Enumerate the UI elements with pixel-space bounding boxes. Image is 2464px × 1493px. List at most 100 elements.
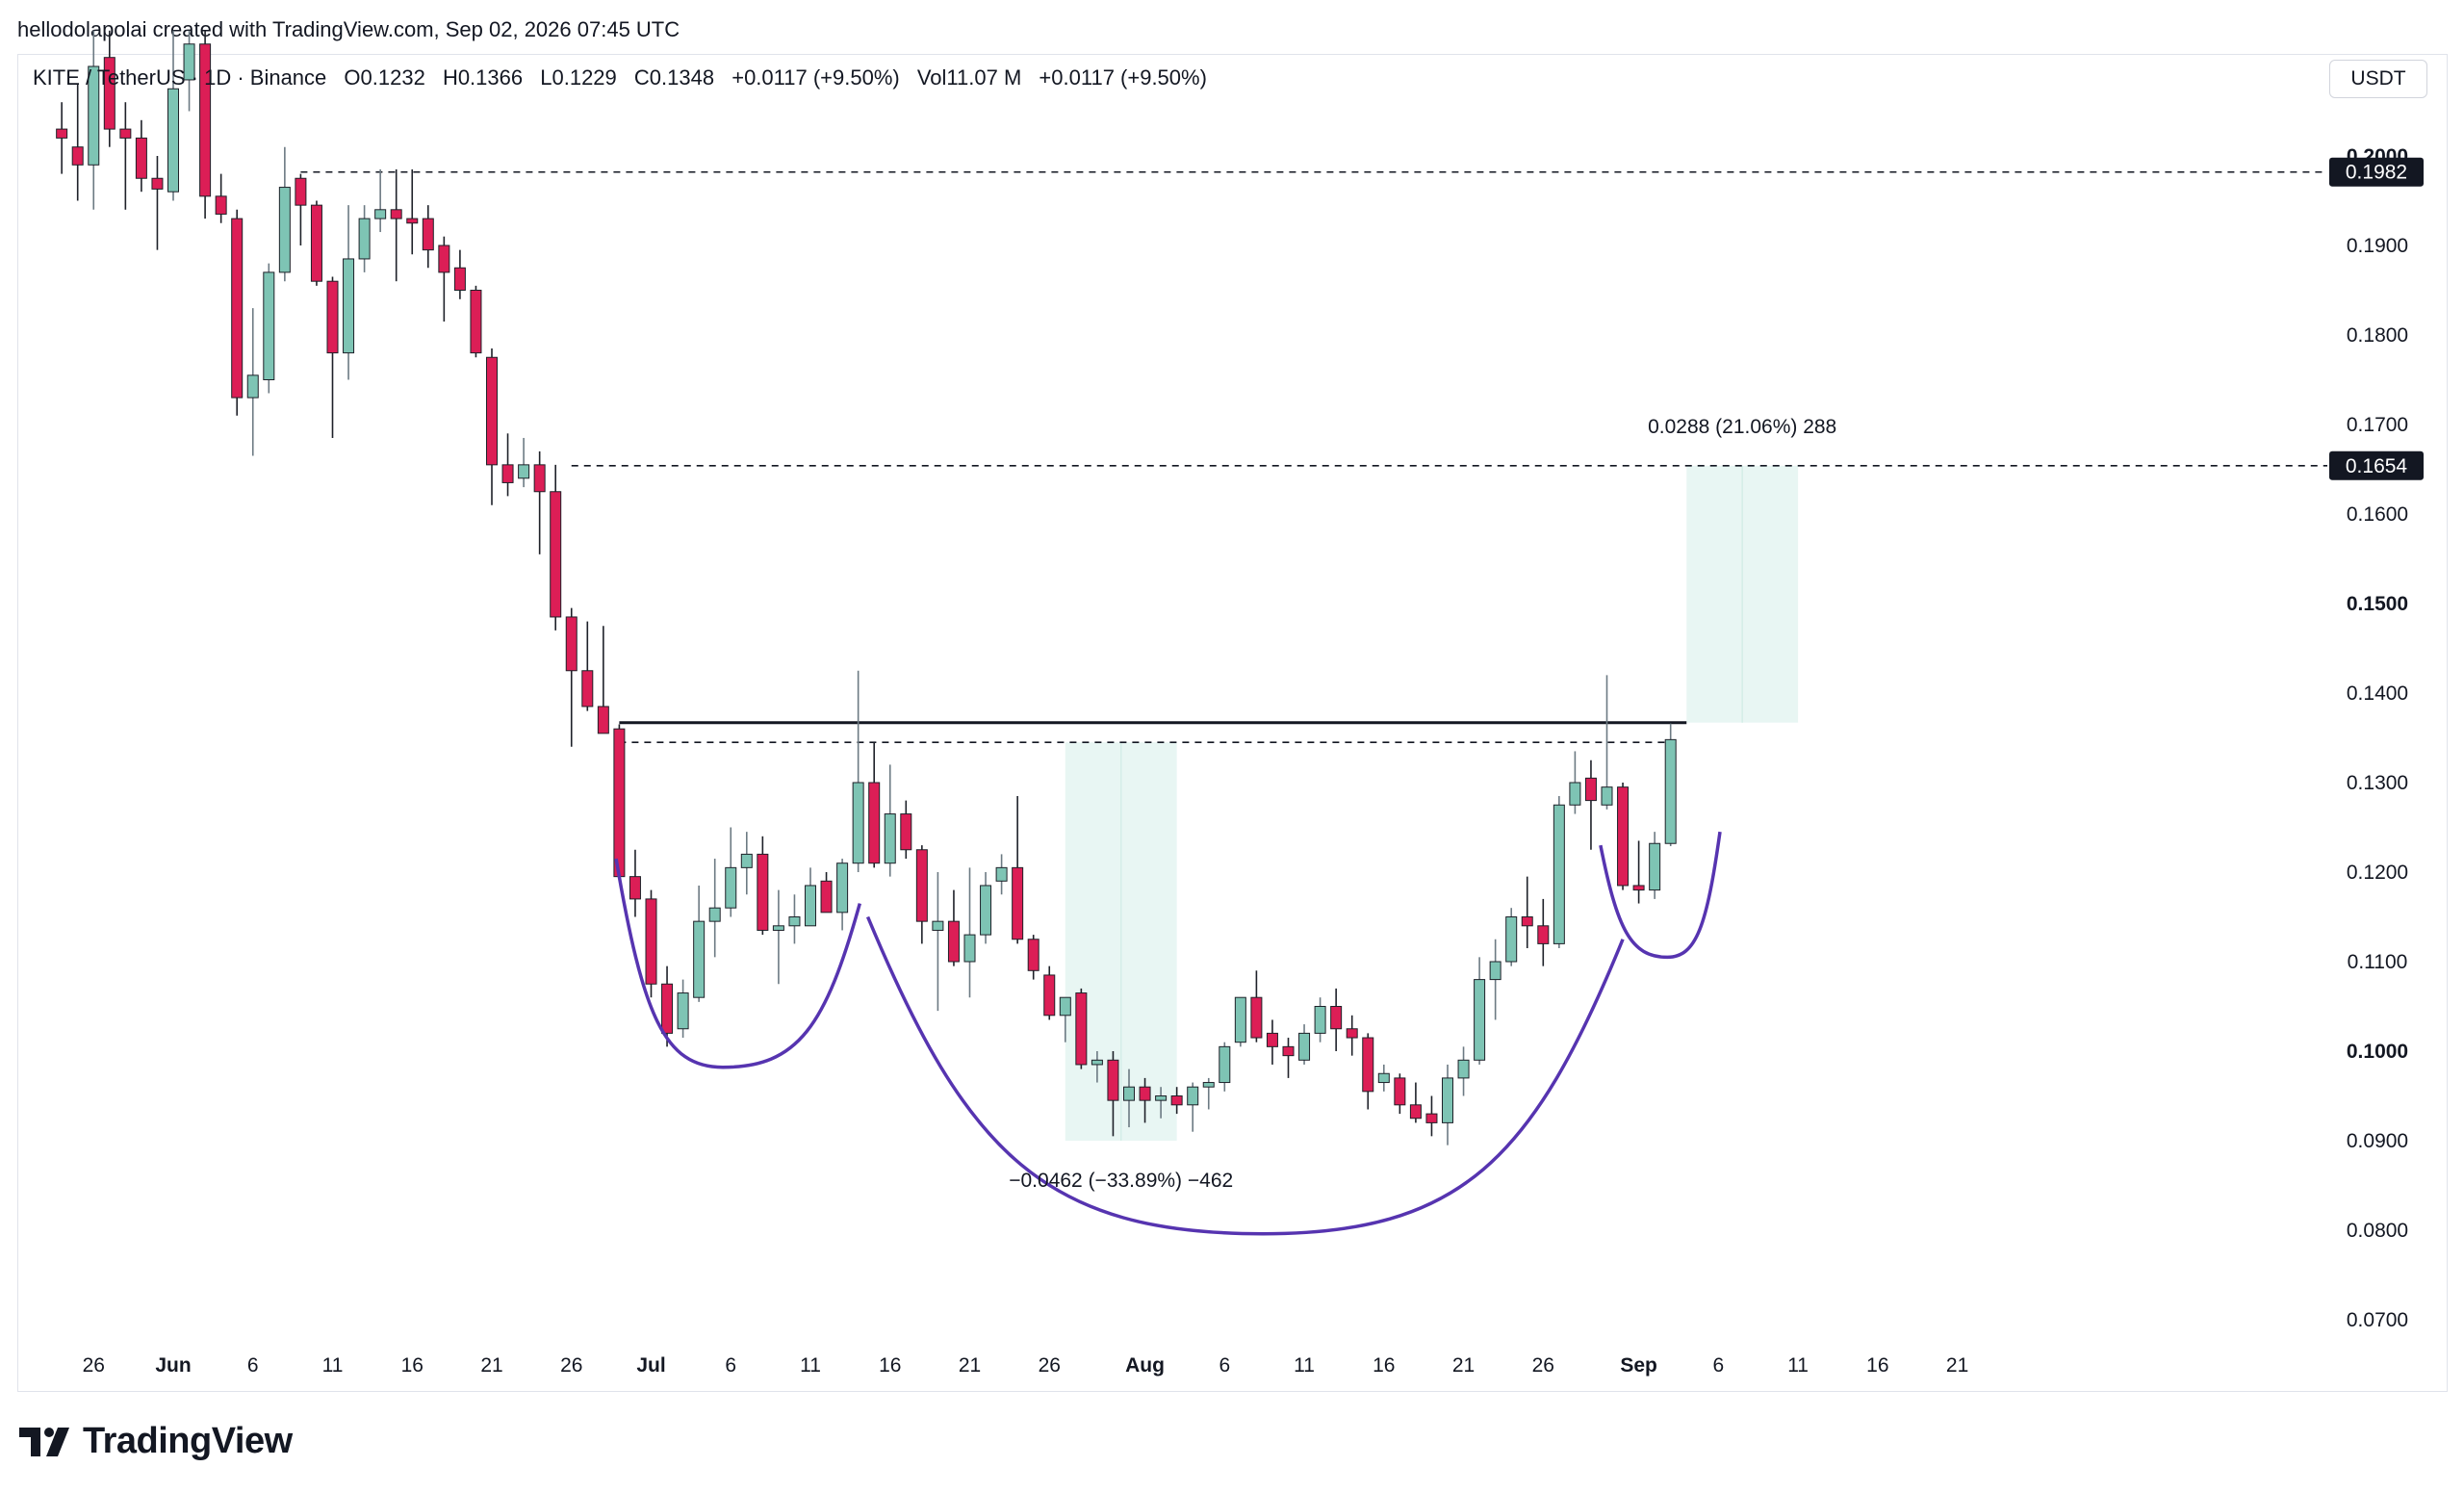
candle-body bbox=[1409, 1104, 1422, 1120]
candle-up bbox=[725, 827, 737, 917]
candle-down bbox=[868, 742, 881, 868]
candle-up bbox=[1219, 1042, 1231, 1092]
candle-body bbox=[199, 43, 212, 197]
legend-open: O0.1232 bbox=[344, 65, 425, 90]
candle-body bbox=[1505, 916, 1518, 963]
candle-down bbox=[151, 156, 164, 250]
candle-body bbox=[1425, 1113, 1438, 1123]
time-tick-label: 6 bbox=[725, 1354, 736, 1377]
candle-down bbox=[1521, 876, 1533, 949]
candle-body bbox=[1489, 961, 1502, 981]
price-tick-label: 0.1800 bbox=[2347, 324, 2408, 347]
candle-body bbox=[1187, 1086, 1199, 1106]
candle-body bbox=[151, 177, 164, 190]
candle-up bbox=[1664, 723, 1677, 847]
candle-down bbox=[1409, 1082, 1422, 1123]
candle-body bbox=[183, 43, 195, 81]
candle-down bbox=[947, 889, 960, 966]
candle-up bbox=[1091, 1051, 1103, 1083]
candle-up bbox=[518, 437, 530, 488]
candle-body bbox=[613, 728, 626, 878]
candle-up bbox=[263, 263, 275, 394]
time-tick-label: 6 bbox=[1713, 1354, 1725, 1377]
price-tick-label: 0.1400 bbox=[2347, 682, 2408, 705]
candle-body bbox=[932, 920, 944, 931]
candle-up bbox=[805, 867, 816, 927]
pattern-curves bbox=[614, 831, 1722, 1236]
time-tick-label: 11 bbox=[322, 1354, 344, 1377]
candle-body bbox=[71, 146, 84, 166]
candle-down bbox=[199, 30, 212, 219]
candle-body bbox=[278, 187, 291, 273]
horizontal-levels bbox=[300, 170, 2327, 743]
candle-up bbox=[1649, 832, 1661, 899]
candle-up bbox=[852, 670, 864, 872]
candle-body bbox=[947, 920, 960, 963]
price-tick-label: 0.0800 bbox=[2347, 1220, 2408, 1242]
candle-body bbox=[725, 866, 737, 909]
candle-down bbox=[56, 102, 68, 174]
candle-body bbox=[900, 813, 912, 851]
candle-body bbox=[581, 670, 594, 708]
candle-up bbox=[358, 205, 371, 272]
candle-down bbox=[1027, 935, 1040, 980]
candle-body bbox=[1012, 866, 1024, 940]
candle-down bbox=[486, 348, 498, 505]
candle-down bbox=[1170, 1087, 1183, 1115]
candle-up bbox=[677, 979, 689, 1039]
legend-symbol[interactable]: KITE / TetherUS · 1D · Binance bbox=[33, 65, 327, 90]
candle-body bbox=[1569, 782, 1581, 806]
candle-body bbox=[135, 137, 147, 179]
candle-down bbox=[597, 626, 609, 734]
pattern-curve-head bbox=[865, 915, 1625, 1236]
candle-down bbox=[406, 168, 419, 255]
price-tick-label: 0.1100 bbox=[2348, 951, 2408, 973]
tradingview-logo[interactable]: TradingView bbox=[19, 1421, 293, 1462]
candle-up bbox=[1123, 1068, 1135, 1128]
time-tick-label: 26 bbox=[83, 1354, 105, 1377]
time-tick-label: 16 bbox=[1373, 1354, 1395, 1377]
candle-body bbox=[1314, 1006, 1326, 1034]
price-level-tag-label: 0.1654 bbox=[2346, 455, 2408, 477]
time-tick-label: 11 bbox=[800, 1354, 821, 1377]
candle-down bbox=[1617, 783, 1630, 890]
legend-change-2: +0.0117 (+9.50%) bbox=[1039, 65, 1207, 90]
currency-selector[interactable]: USDT bbox=[2329, 60, 2427, 98]
price-tick-label: 0.1200 bbox=[2347, 862, 2408, 884]
price-level-tag bbox=[2329, 450, 2424, 480]
candle-up bbox=[1059, 996, 1071, 1043]
candle-down bbox=[390, 168, 402, 282]
candle-body bbox=[533, 464, 546, 493]
candle-down bbox=[1075, 988, 1088, 1069]
candle-body bbox=[1123, 1086, 1135, 1101]
candle-body bbox=[1617, 786, 1630, 887]
candle-body bbox=[374, 209, 387, 219]
time-tick-label: 21 bbox=[959, 1354, 981, 1377]
candle-down bbox=[915, 845, 928, 944]
candle-body bbox=[1139, 1086, 1151, 1101]
candle-up bbox=[963, 867, 976, 998]
candle-body bbox=[406, 218, 419, 224]
time-tick-label: 26 bbox=[560, 1354, 582, 1377]
candle-body bbox=[1202, 1082, 1215, 1088]
candle-body bbox=[805, 885, 816, 927]
candle-body bbox=[852, 782, 864, 864]
legend-close: C0.1348 bbox=[633, 65, 715, 90]
candle-down bbox=[1107, 1051, 1119, 1137]
candle-body bbox=[486, 356, 498, 466]
candle-up bbox=[836, 859, 849, 931]
candle-body bbox=[757, 853, 769, 931]
candle-body bbox=[772, 925, 784, 931]
candle-down bbox=[1282, 1038, 1295, 1078]
candle-down bbox=[613, 724, 626, 882]
candle-up bbox=[1298, 1024, 1311, 1065]
candle-body bbox=[1155, 1095, 1168, 1101]
candle-up bbox=[278, 146, 291, 282]
candle-down bbox=[1346, 1015, 1358, 1056]
price-tick-label: 0.1700 bbox=[2347, 414, 2408, 436]
candle-body bbox=[1649, 842, 1661, 891]
candle-down bbox=[119, 102, 132, 210]
candle-up bbox=[980, 872, 992, 944]
symbol-legend[interactable]: KITE / TetherUS · 1D · Binance O0.1232 H… bbox=[33, 65, 1219, 90]
